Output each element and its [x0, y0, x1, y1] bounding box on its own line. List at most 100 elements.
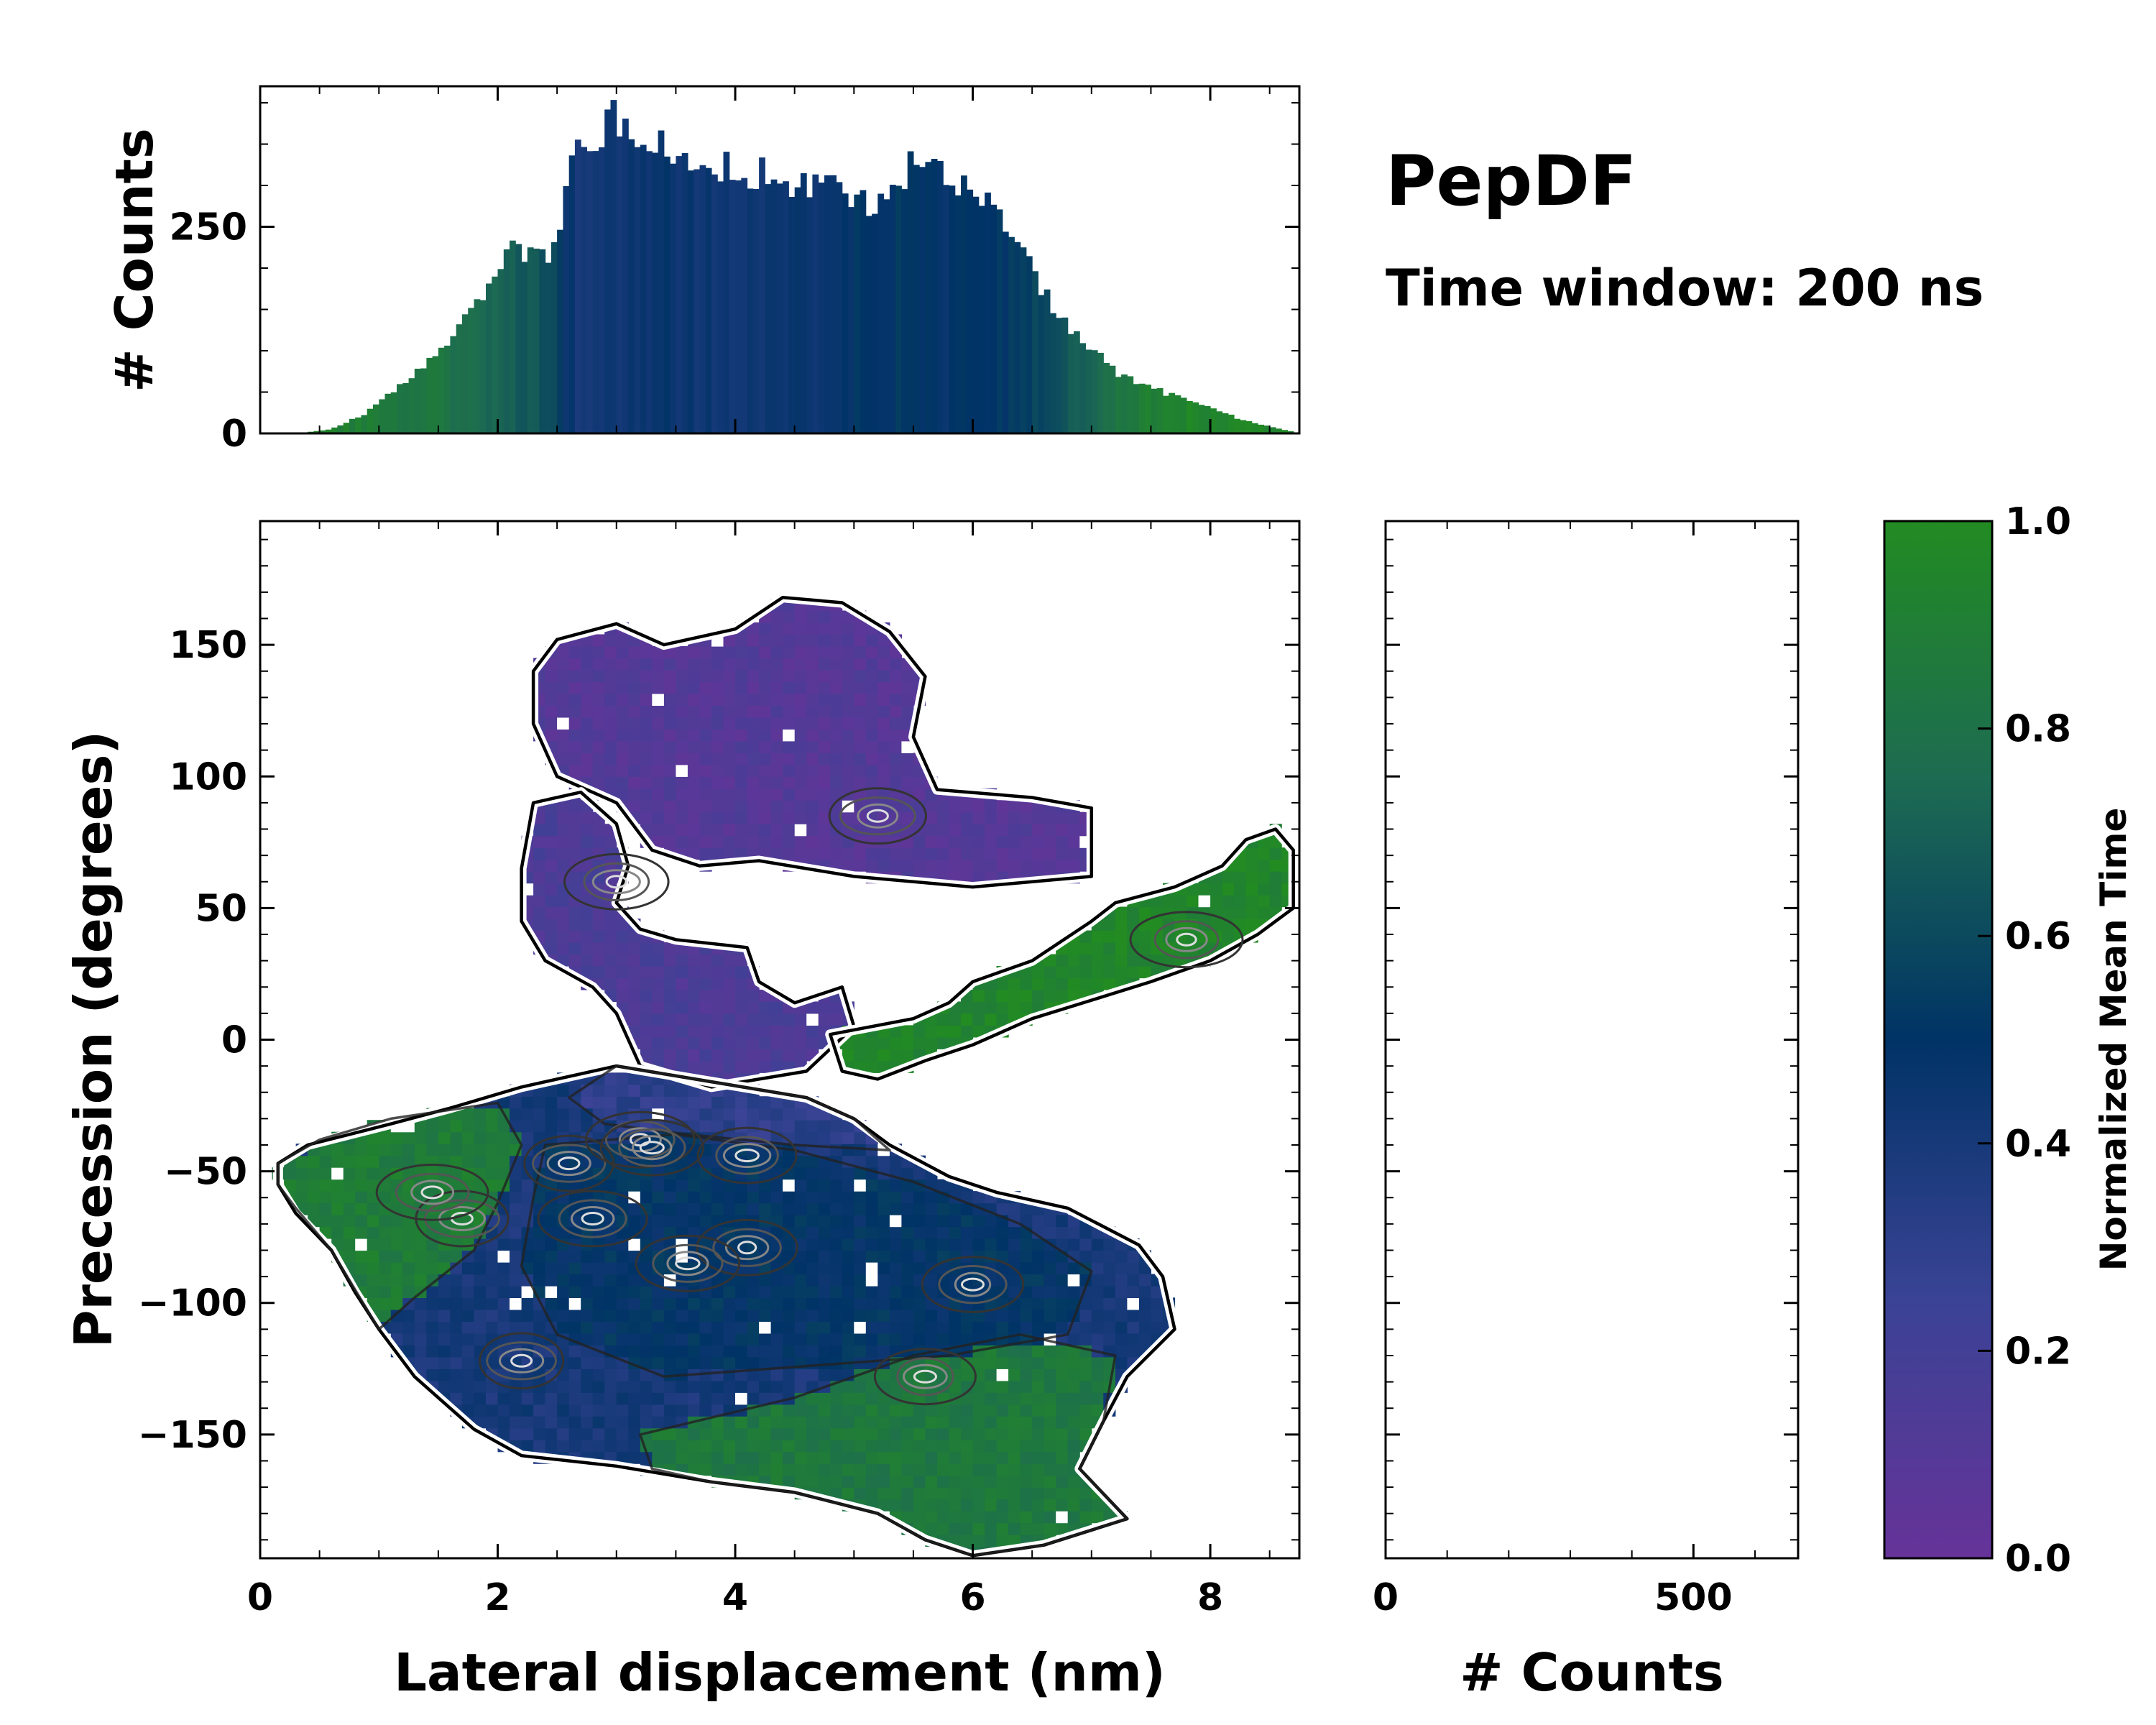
heatmap-cell [711, 847, 724, 860]
heatmap-cell [461, 1297, 474, 1310]
heatmap-cell [901, 1226, 914, 1239]
heatmap-cell [735, 1036, 748, 1049]
heatmap-cell [794, 847, 807, 860]
heatmap-cell [842, 764, 854, 777]
heatmap-cell [877, 740, 890, 753]
heatmap-cell [818, 1179, 831, 1192]
heatmap-cell [581, 1297, 594, 1310]
heatmap-cell [972, 1297, 985, 1310]
heatmap-cell [533, 824, 546, 837]
top-histogram-bar [492, 276, 499, 433]
heatmap-cell [699, 1013, 712, 1026]
heatmap-cell [877, 764, 890, 777]
heatmap-cell [818, 1309, 831, 1322]
heatmap-cell [343, 1226, 356, 1239]
heatmap-cell [676, 1440, 688, 1453]
heatmap-cell [604, 753, 617, 765]
heatmap-cell [497, 1309, 510, 1322]
top-histogram-bar [729, 180, 736, 433]
heatmap-cell [865, 1191, 878, 1204]
heatmap-cell [533, 919, 546, 932]
heatmap-cell [889, 1285, 902, 1298]
heatmap-cell [652, 1380, 665, 1393]
heatmap-cell [783, 1238, 796, 1251]
contour-outline [828, 827, 1295, 1081]
heatmap-cell [1032, 1427, 1045, 1440]
heatmap-cell [723, 693, 736, 706]
heatmap-cell [1091, 1274, 1104, 1287]
heatmap-cell [854, 1215, 867, 1228]
heatmap-cell [568, 1191, 581, 1204]
heatmap-cell [735, 1380, 748, 1393]
top-histogram-bar [949, 185, 956, 433]
heatmap-cell [735, 681, 748, 694]
heatmap-cell [652, 800, 665, 813]
heatmap-cell [699, 776, 712, 789]
heatmap-cell [783, 658, 796, 671]
heatmap-cell [592, 1250, 605, 1263]
heatmap-cell [1044, 1356, 1056, 1369]
heatmap-cell [379, 1144, 392, 1156]
heatmap-cell [533, 1262, 546, 1275]
heatmap-cell [818, 705, 831, 718]
heatmap-cell [794, 1274, 807, 1287]
heatmap-cell [1067, 1392, 1080, 1405]
heatmap-cell [1020, 835, 1033, 848]
heatmap-cell [687, 1333, 700, 1346]
heatmap-cell [806, 1321, 819, 1334]
heatmap-cell [461, 1368, 474, 1381]
heatmap-cell [961, 1404, 974, 1417]
heatmap-cell [379, 1262, 392, 1275]
heatmap-cell [818, 788, 831, 801]
heatmap-cell [1032, 1416, 1045, 1429]
top-histogram-bar [747, 188, 754, 433]
heatmap-cell [545, 717, 558, 730]
contour-hotspot [486, 1341, 557, 1381]
heatmap-cell [568, 693, 581, 706]
heatmap-cell [510, 1179, 522, 1192]
heatmap-cell [604, 919, 617, 932]
heatmap-cell [628, 729, 641, 742]
heatmap-cell [901, 1404, 914, 1417]
top-histogram-bar [1061, 317, 1069, 433]
heatmap-cell [913, 1226, 926, 1239]
heatmap-cell [1020, 824, 1033, 837]
heatmap-cell [723, 811, 736, 824]
heatmap-cell [854, 1427, 867, 1440]
heatmap-cell [996, 1013, 1009, 1026]
heatmap-cell [1008, 1440, 1021, 1453]
heatmap-cell [889, 859, 902, 872]
heatmap-cell [533, 871, 546, 884]
y-tick-label: 150 [169, 624, 247, 667]
heatmap-cell [557, 1345, 570, 1358]
heatmap-cell [735, 978, 748, 990]
heatmap-cell [937, 1499, 950, 1512]
heatmap-cell [1020, 800, 1033, 813]
heatmap-cell [854, 1392, 867, 1405]
heatmap-cell [1056, 1511, 1069, 1524]
heatmap-cell [640, 966, 653, 979]
heatmap-cell [770, 705, 783, 718]
heatmap-cell [1044, 859, 1056, 872]
heatmap-cell [652, 1321, 665, 1334]
heatmap-cell [783, 1120, 796, 1133]
colorbar-tick-label: 0.4 [2005, 1123, 2071, 1166]
heatmap-cell [996, 978, 1009, 990]
heatmap-cell [676, 1036, 688, 1049]
heatmap-cell [854, 1309, 867, 1322]
heatmap-cell [604, 1179, 617, 1192]
heatmap-cell [533, 1404, 546, 1417]
heatmap-cell [1044, 1297, 1056, 1310]
heatmap-cell [1032, 1440, 1045, 1453]
heatmap-cell [450, 1345, 463, 1358]
heatmap-cell [367, 1131, 379, 1144]
heatmap-cell [581, 811, 594, 824]
heatmap-cell [640, 1096, 653, 1109]
heatmap-cell [711, 669, 724, 682]
heatmap-cell [557, 1297, 570, 1310]
heatmap-cell [830, 1191, 843, 1204]
contour-inner [520, 1133, 1093, 1379]
heatmap-cell [830, 1144, 843, 1156]
heatmap-cell [640, 942, 653, 955]
heatmap-cell [1067, 1250, 1080, 1263]
